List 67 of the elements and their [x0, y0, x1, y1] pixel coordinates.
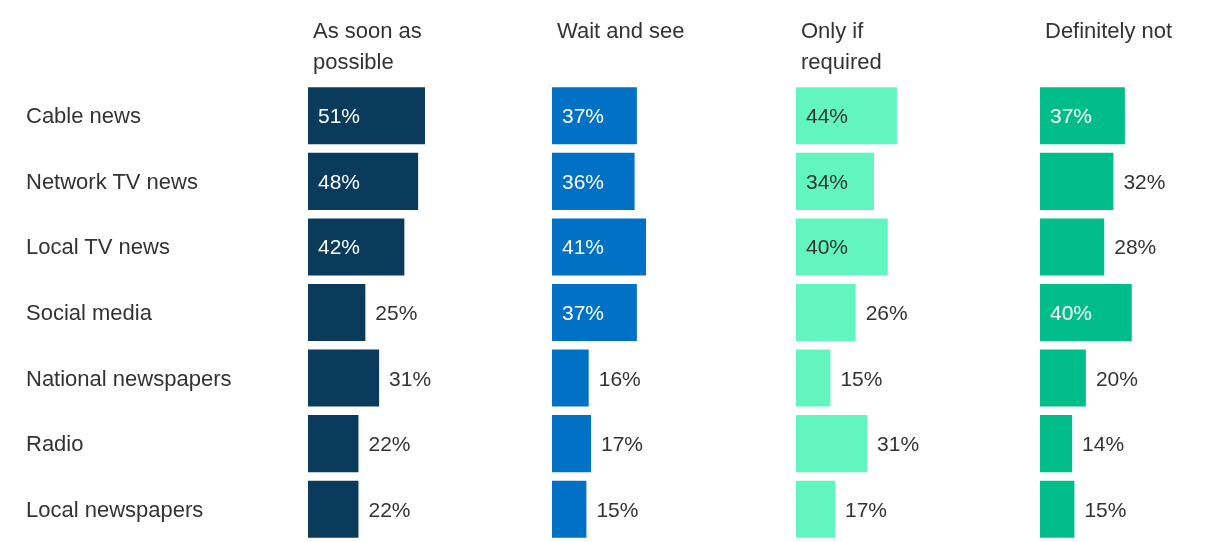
bar: [308, 283, 366, 342]
data-label: 26%: [865, 301, 908, 324]
bar: [308, 349, 380, 407]
chart-title: Only if required: [801, 18, 882, 74]
bar: [552, 283, 637, 342]
bar: [308, 218, 405, 276]
chart-title: Wait and see: [557, 18, 685, 43]
bar: [1040, 283, 1132, 342]
data-label: 34%: [806, 169, 849, 193]
bar: [308, 480, 359, 538]
data-label: 37%: [562, 104, 605, 128]
y-tick-label: Radio: [26, 431, 84, 457]
bar: [796, 283, 856, 342]
bar: [308, 415, 359, 473]
y-tick-label: Cable news: [26, 103, 141, 129]
y-tick-label: Social media: [26, 300, 153, 325]
data-label: 17%: [601, 432, 644, 456]
bar: [796, 218, 888, 276]
bar: [1040, 218, 1105, 276]
data-label: 17%: [845, 497, 888, 521]
bar: [552, 415, 591, 473]
bar: [552, 87, 637, 145]
data-label: 41%: [562, 235, 605, 259]
bar: [552, 218, 647, 276]
data-label: 42%: [318, 235, 361, 259]
data-label: 20%: [1095, 366, 1138, 390]
y-tick-label: Local newspapers: [26, 496, 204, 522]
data-label: 40%: [806, 235, 849, 259]
data-label: 22%: [368, 432, 411, 456]
bar: [796, 152, 874, 210]
bar: [1040, 152, 1114, 210]
chart-title: Definitely not: [1045, 18, 1173, 43]
bar: [1040, 480, 1075, 538]
y-tick-label: National newspapers: [26, 365, 232, 391]
bar: [796, 87, 897, 145]
bar: [308, 87, 425, 145]
data-label: 37%: [562, 301, 605, 324]
y-tick-label: Network TV news: [26, 168, 198, 194]
data-label: 16%: [598, 366, 641, 390]
data-label: 15%: [840, 366, 883, 390]
data-label: 32%: [1123, 169, 1166, 193]
bar: [1040, 87, 1125, 145]
data-label: 15%: [596, 497, 639, 521]
data-label: 31%: [877, 432, 920, 456]
data-label: 37%: [1050, 104, 1093, 128]
bar: [552, 480, 587, 538]
y-tick-label: Local TV news: [26, 234, 170, 260]
data-label: 51%: [318, 104, 361, 128]
bar: [308, 152, 419, 210]
data-label: 36%: [562, 169, 605, 193]
data-label: 28%: [1114, 235, 1157, 259]
bar: [1040, 349, 1086, 407]
data-label: 31%: [389, 366, 432, 390]
data-label: 22%: [368, 497, 411, 521]
data-label: 44%: [806, 104, 849, 128]
data-label: 14%: [1082, 432, 1125, 456]
data-label: 25%: [375, 301, 418, 324]
bar: [796, 349, 831, 407]
bar: [552, 349, 589, 407]
chart-title: As soon as possible: [313, 18, 422, 74]
bar: [796, 415, 868, 473]
data-label: 48%: [318, 169, 361, 193]
data-label: 40%: [1050, 301, 1093, 324]
bar: [796, 480, 835, 538]
bar: [1040, 415, 1073, 473]
bar: [552, 152, 635, 210]
data-label: 15%: [1084, 497, 1127, 521]
